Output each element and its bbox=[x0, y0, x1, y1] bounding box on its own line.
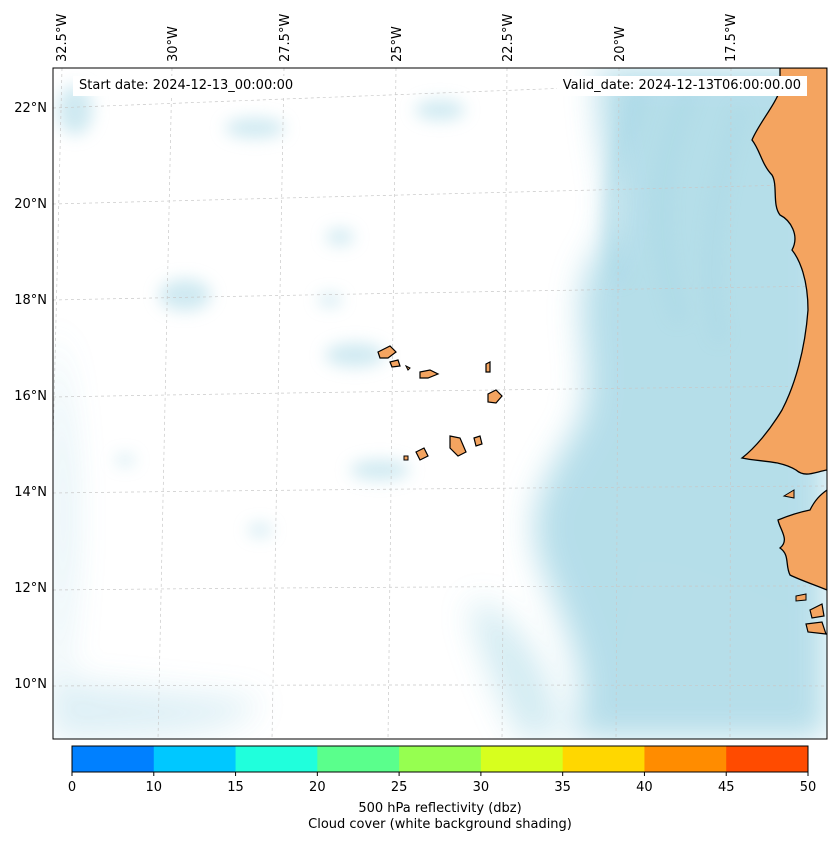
longitude-labels: 32.5°W 30°W 27.5°W 25°W 22.5°W 20°W 17.5… bbox=[55, 14, 739, 62]
lon-label: 27.5°W bbox=[278, 14, 293, 62]
valid-date-label: Valid_date: 2024-12-13T06:00:00.00 bbox=[556, 76, 807, 96]
colorbar-segment bbox=[317, 746, 400, 772]
colorbar-tick-label: 0 bbox=[68, 780, 76, 795]
lon-label: 30°W bbox=[166, 26, 181, 62]
lon-label: 20°W bbox=[613, 26, 628, 62]
map-frame bbox=[52, 67, 828, 740]
colorbar-tick-label: 25 bbox=[391, 780, 408, 795]
map-panel bbox=[53, 68, 827, 739]
colorbar-segments bbox=[72, 746, 809, 772]
lat-label: 22°N bbox=[14, 101, 47, 116]
lat-label: 12°N bbox=[14, 581, 47, 596]
lat-label: 20°N bbox=[14, 197, 47, 212]
lon-label: 25°W bbox=[390, 26, 405, 62]
colorbar-subtitle: Cloud cover (white background shading) bbox=[308, 817, 572, 832]
colorbar-tick-label: 30 bbox=[473, 780, 490, 795]
start-date-label: Start date: 2024-12-13_00:00:00 bbox=[73, 76, 300, 96]
colorbar-frame bbox=[71, 745, 809, 773]
colorbar-tick-label: 15 bbox=[227, 780, 244, 795]
lon-label: 22.5°W bbox=[501, 14, 516, 62]
colorbar-tick-label: 20 bbox=[309, 780, 326, 795]
colorbar-segment bbox=[726, 746, 809, 772]
colorbar-tick-label: 45 bbox=[718, 780, 735, 795]
colorbar-tick-label: 50 bbox=[800, 780, 817, 795]
lat-label: 16°N bbox=[14, 389, 47, 404]
colorbar-ticks: 0 10 15 20 25 30 35 40 45 50 bbox=[68, 772, 816, 795]
colorbar-tick-label: 40 bbox=[636, 780, 653, 795]
colorbar-segment bbox=[480, 746, 564, 772]
colorbar-segment bbox=[72, 746, 155, 772]
colorbar-segment bbox=[153, 746, 237, 772]
graticule bbox=[53, 68, 827, 739]
lat-label: 10°N bbox=[14, 677, 47, 692]
lon-label: 17.5°W bbox=[724, 14, 739, 62]
colorbar: 0 10 15 20 25 30 35 40 45 50 bbox=[68, 745, 816, 795]
colorbar-segment bbox=[562, 746, 645, 772]
lon-label: 32.5°W bbox=[55, 14, 70, 62]
africa-landmass bbox=[740, 68, 827, 635]
cloud-cover-field bbox=[53, 68, 827, 739]
latitude-labels: 22°N 20°N 18°N 16°N 14°N 12°N 10°N bbox=[14, 101, 47, 692]
colorbar-segment bbox=[399, 746, 482, 772]
colorbar-title: 500 hPa reflectivity (dbz) bbox=[358, 801, 522, 816]
lat-label: 14°N bbox=[14, 485, 47, 500]
colorbar-segment bbox=[644, 746, 727, 772]
colorbar-tick-label: 35 bbox=[554, 780, 571, 795]
cape-verde-islands bbox=[377, 345, 503, 461]
colorbar-segment bbox=[235, 746, 318, 772]
lat-label: 18°N bbox=[14, 293, 47, 308]
colorbar-tick-label: 10 bbox=[146, 780, 163, 795]
